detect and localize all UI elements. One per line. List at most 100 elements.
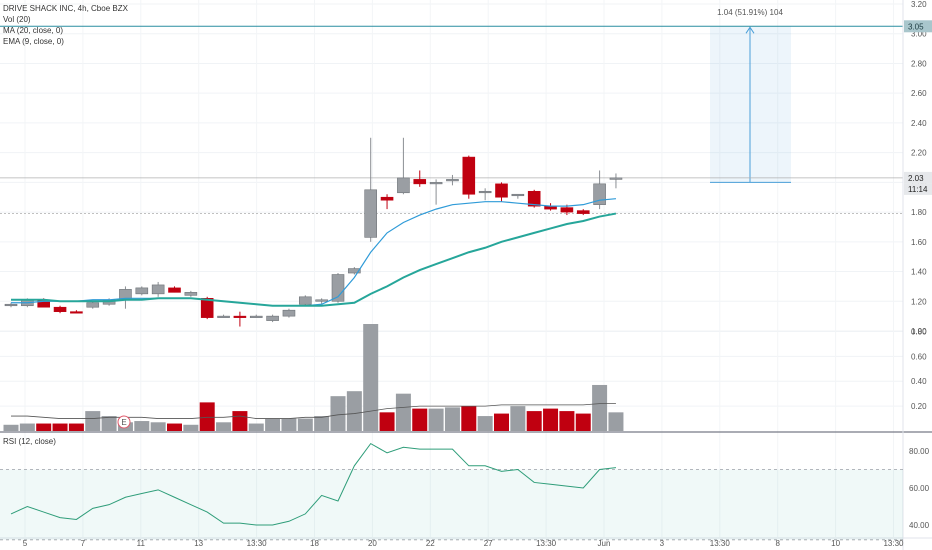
- ema-legend[interactable]: EMA (9, close, 0): [3, 37, 64, 46]
- price-tick-label: 2.60: [911, 89, 927, 98]
- volume-bar: [19, 423, 35, 431]
- rsi-tick-label: 40.00: [909, 521, 930, 530]
- candle-body: [560, 207, 574, 213]
- time-tick-label: 13:30: [710, 539, 731, 548]
- volume-bar: [297, 418, 313, 431]
- price-tick-label: 2.40: [911, 119, 927, 128]
- volume-bar: [134, 421, 150, 431]
- volume-bar: [314, 416, 330, 431]
- time-tick-label: 7: [81, 539, 86, 548]
- volume-bar: [3, 424, 19, 431]
- time-tick-label: 13:30: [247, 539, 268, 548]
- candle-body: [298, 296, 312, 305]
- earnings-event-marker: [117, 415, 131, 429]
- candle-body: [266, 315, 279, 321]
- volume-bar: [592, 384, 608, 431]
- price-tick-label: 1.00: [911, 327, 927, 336]
- volume-bar: [412, 408, 428, 431]
- price-tick-label: 1.60: [911, 238, 927, 247]
- price-tick-label: 1.40: [911, 268, 927, 277]
- candle-body: [478, 190, 492, 194]
- candles: [4, 137, 623, 327]
- volume-bar: [363, 324, 379, 431]
- candle-body: [184, 292, 198, 296]
- time-tick-label: 5: [23, 539, 28, 548]
- volume-bar: [559, 411, 575, 431]
- volume-bar: [494, 413, 509, 431]
- volume-bar: [281, 418, 297, 431]
- countdown-tag: [904, 183, 932, 195]
- candle-body: [380, 196, 394, 201]
- candle-body: [364, 189, 378, 238]
- price-tick-label: 2.20: [911, 149, 927, 158]
- volume-bar: [36, 423, 52, 431]
- rsi-line: [10, 442, 617, 526]
- candle-body: [511, 193, 525, 197]
- candle-body: [331, 274, 345, 302]
- ema-line: [11, 212, 617, 307]
- volume-tick-label: 0.20: [911, 402, 927, 411]
- price-tick-label: 3.00: [911, 30, 927, 39]
- volume-bar: [444, 407, 460, 431]
- volume-bar: [346, 391, 362, 431]
- volume-tick-label: 0.60: [911, 352, 927, 361]
- volume-bar: [183, 424, 199, 431]
- volume-bar: [510, 406, 526, 431]
- candle-body: [397, 177, 410, 194]
- candle-body: [151, 284, 165, 295]
- measure-arrow-head: [745, 26, 755, 34]
- time-tick-label: 22: [426, 539, 435, 548]
- price-tick-label: 3.20: [911, 0, 927, 9]
- volume-bar: [85, 411, 101, 431]
- candle-body: [429, 182, 443, 185]
- candle-body: [135, 287, 149, 295]
- time-tick-label: 10: [831, 539, 840, 548]
- ma-legend[interactable]: MA (20, close, 0): [3, 26, 64, 35]
- candle-body: [233, 315, 247, 318]
- time-tick-label: 13:30: [536, 539, 557, 548]
- candle-body: [446, 179, 459, 182]
- time-tick-label: 3: [660, 539, 665, 548]
- countdown-tag-label: 11:14: [908, 185, 928, 194]
- candle-body: [495, 183, 508, 198]
- volume-bar: [379, 412, 395, 431]
- symbol-title[interactable]: DRIVE SHACK INC, 4h, Cboe BZX: [3, 4, 128, 13]
- volume-bar: [150, 422, 166, 431]
- candle-body: [86, 302, 100, 308]
- volume-bar: [232, 411, 248, 431]
- candle-body: [413, 179, 427, 185]
- price-tick-label: 1.80: [911, 208, 927, 217]
- volume-bar: [608, 412, 624, 431]
- legend: DRIVE SHACK INC, 4h, Cboe BZX Vol (20) M…: [3, 3, 128, 47]
- time-tick-label: 18: [310, 539, 319, 548]
- candle-body: [217, 315, 230, 318]
- candle-body: [53, 306, 67, 312]
- volume-bar: [265, 418, 281, 431]
- time-tick-label: Jun: [598, 539, 611, 548]
- candle-body: [200, 297, 214, 318]
- volume-bar: [477, 416, 493, 431]
- volume-bar: [216, 422, 232, 431]
- price-tick-label: 2.80: [911, 59, 927, 68]
- candle-body: [576, 210, 590, 214]
- volume-tick-label: 0.80: [911, 327, 927, 336]
- volume-bars: [3, 324, 624, 431]
- target-price-tag-label: 3.05: [908, 22, 924, 31]
- volume-bar: [543, 408, 559, 431]
- time-tick-label: 27: [484, 539, 493, 548]
- rsi-legend[interactable]: RSI (12, close): [3, 437, 56, 446]
- volume-bar: [428, 408, 444, 431]
- current-price-tag: [904, 171, 932, 184]
- volume-bar: [395, 393, 411, 431]
- candle-body: [70, 311, 83, 314]
- volume-bar: [167, 423, 182, 431]
- time-tick-label: 13: [194, 539, 203, 548]
- volume-legend[interactable]: Vol (20): [3, 15, 31, 24]
- candle-body: [348, 268, 361, 274]
- price-tick-label: 1.20: [911, 297, 927, 306]
- candle-body: [282, 309, 296, 317]
- volume-bar: [575, 413, 591, 431]
- target-price-tag: [904, 20, 932, 33]
